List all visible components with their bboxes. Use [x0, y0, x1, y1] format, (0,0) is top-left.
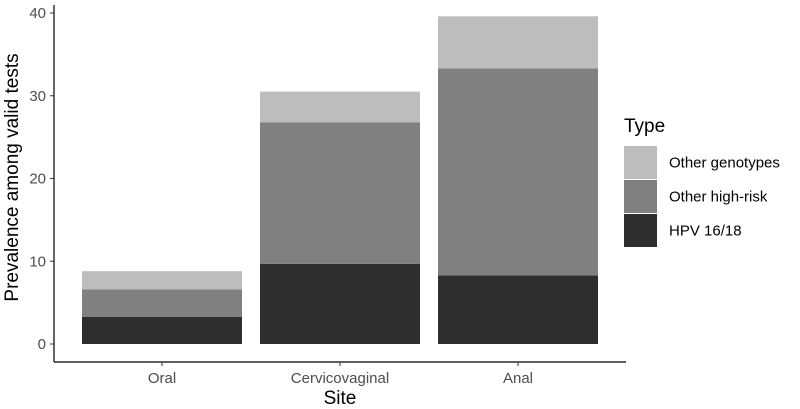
x-tick-label-cervicovaginal: Cervicovaginal [291, 370, 389, 387]
bar-cervicovaginal-hpv-16-18 [260, 263, 420, 344]
legend-label-hpv-16-18: HPV 16/18 [669, 223, 742, 240]
y-tick-label: 40 [29, 5, 46, 22]
y-tick-label: 20 [29, 171, 46, 188]
bar-anal-other-high-risk [438, 68, 598, 276]
y-tick-label: 0 [38, 336, 46, 353]
y-tick-label: 30 [29, 88, 46, 105]
x-axis: Oral Cervicovaginal Anal [54, 361, 626, 387]
bars-layer [82, 16, 598, 344]
x-tick-label-oral: Oral [148, 370, 176, 387]
legend-key-other-genotypes [624, 146, 657, 179]
x-tick-label-anal: Anal [503, 370, 533, 387]
legend-label-other-high-risk: Other high-risk [669, 189, 768, 206]
y-axis: 0 10 20 30 40 [29, 5, 55, 362]
bar-oral-hpv-16-18 [82, 316, 242, 344]
bar-oral-other-genotypes [82, 271, 242, 290]
legend-key-other-high-risk [624, 180, 657, 213]
legend-label-other-genotypes: Other genotypes [669, 155, 780, 172]
bar-anal-hpv-16-18 [438, 275, 598, 344]
y-axis-title: Prevalence among valid tests [2, 53, 23, 301]
x-axis-title: Site [324, 388, 357, 409]
legend-key-hpv-16-18 [624, 214, 657, 247]
y-tick-label: 10 [29, 253, 46, 270]
legend-title: Type [624, 116, 665, 137]
legend: Type Other genotypes Other high-risk HPV 1… [624, 116, 780, 247]
bar-cervicovaginal-other-high-risk [260, 122, 420, 264]
bar-anal-other-genotypes [438, 16, 598, 69]
bar-oral-other-high-risk [82, 289, 242, 317]
bar-cervicovaginal-other-genotypes [260, 91, 420, 123]
